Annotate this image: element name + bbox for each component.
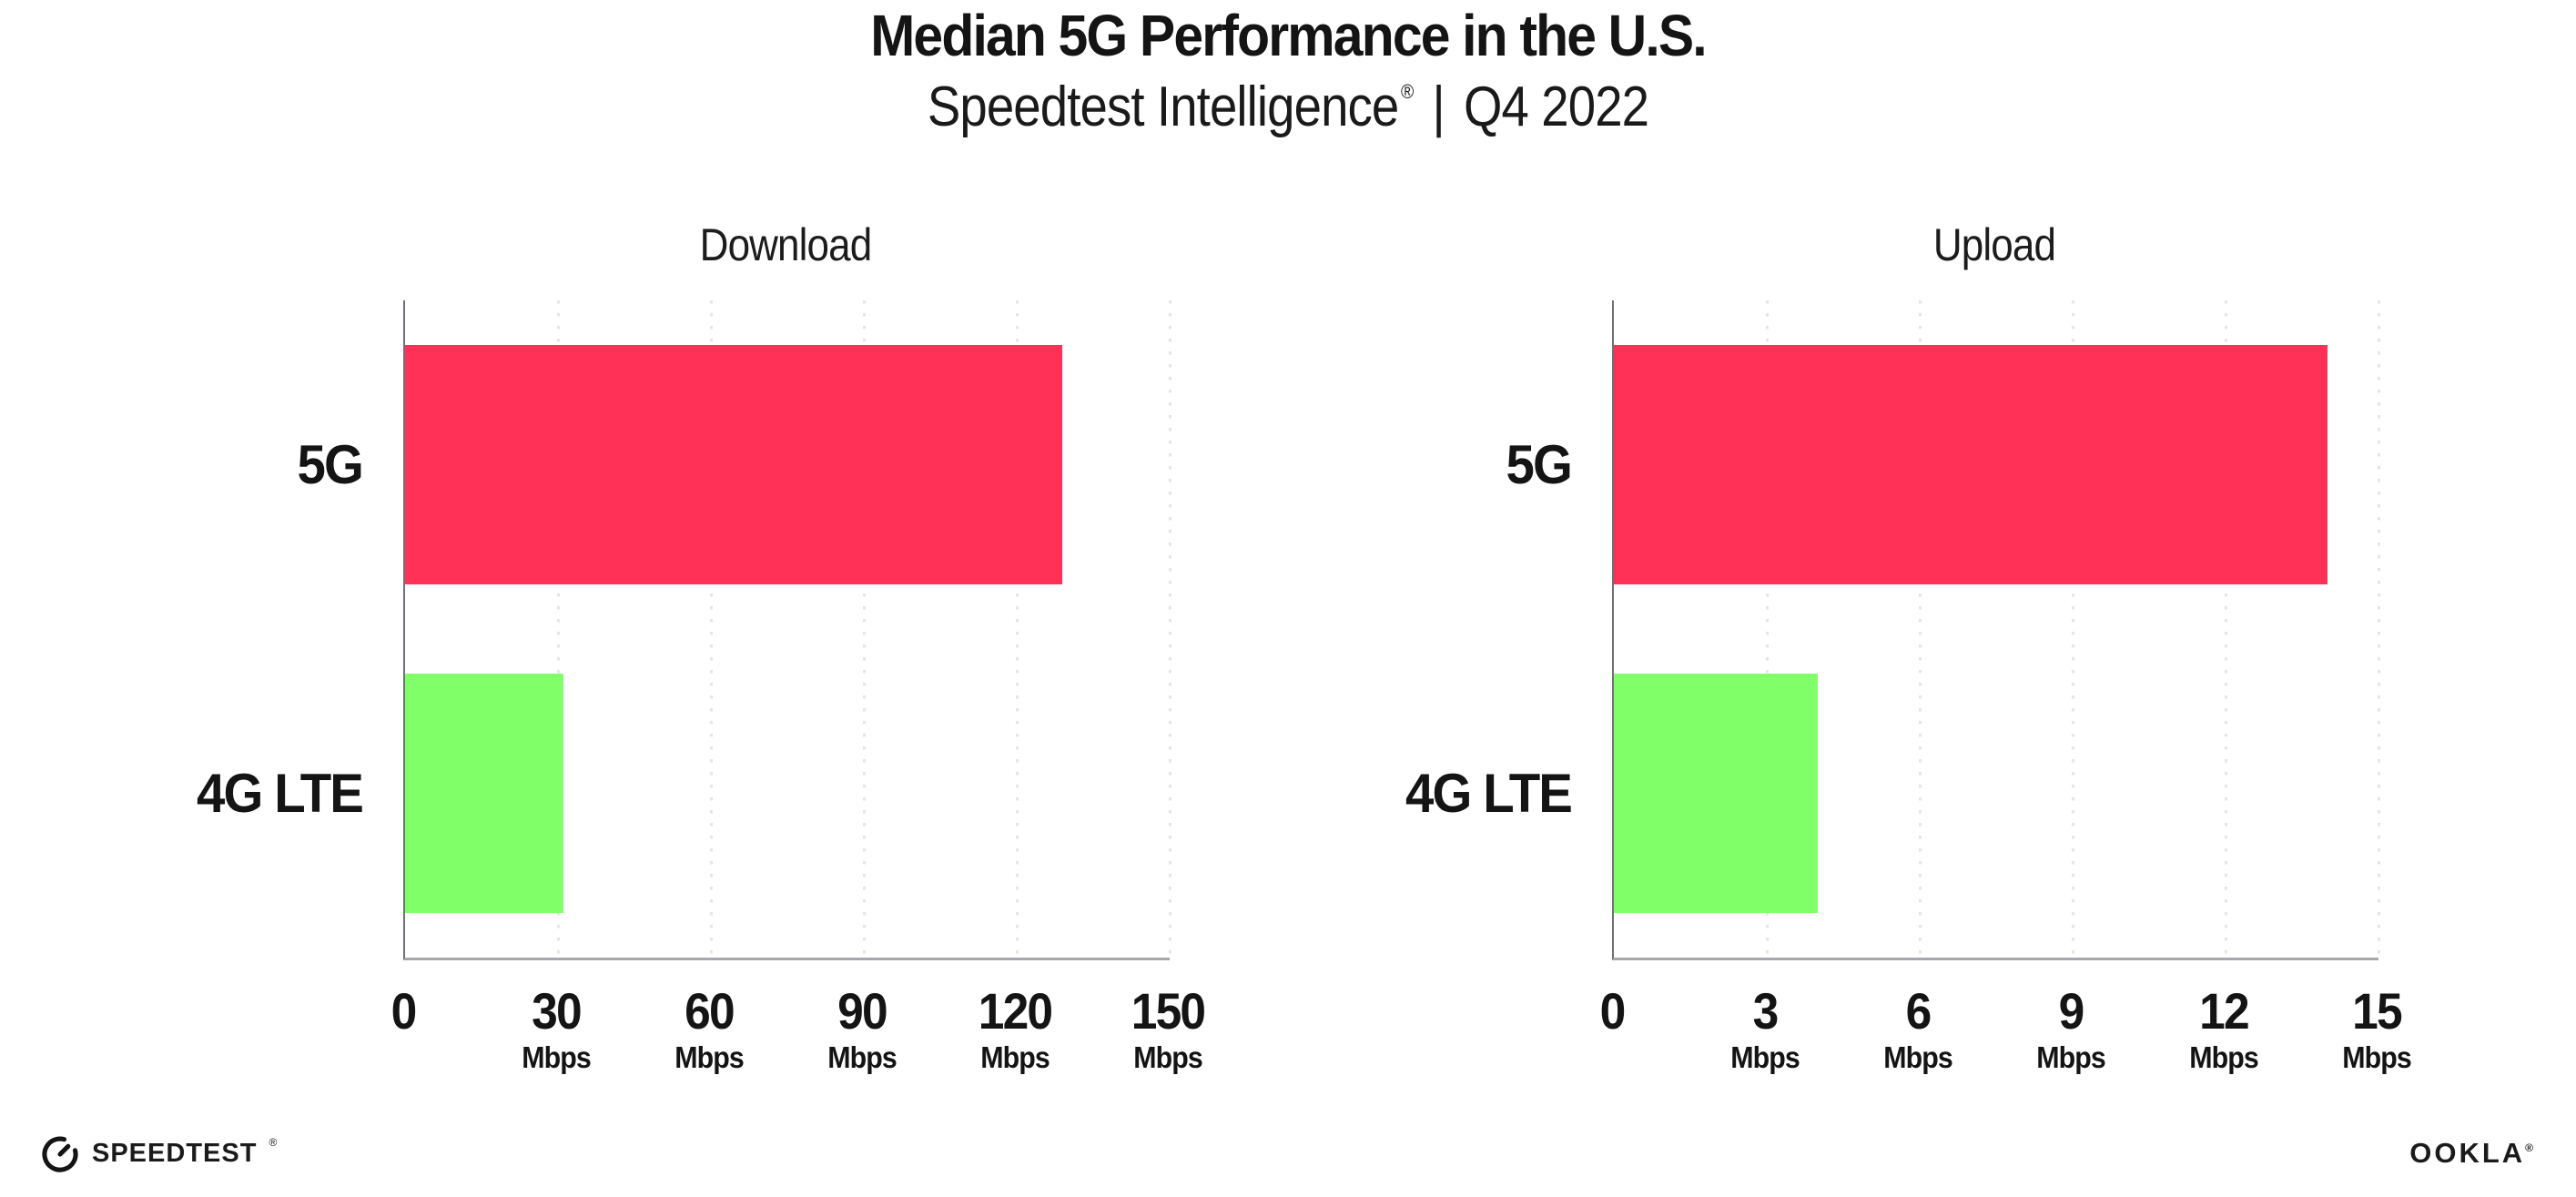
download-chart-title: Download [699, 219, 873, 270]
tick-value: 60 [685, 982, 735, 1040]
upload-xtick-9: 9 Mbps [2036, 982, 2106, 1075]
upload-bar-4g-lte [1614, 673, 1819, 914]
speedtest-gauge-icon [42, 1136, 78, 1172]
download-gridline-90-mbps [862, 300, 866, 958]
download-xtick-150: 150 Mbps [1131, 982, 1206, 1075]
registered-trademark-icon: ® [1401, 80, 1414, 103]
tick-value: 15 [2352, 982, 2402, 1040]
tick-unit: Mbps [1883, 1040, 1953, 1074]
download-gridline-150-mbps [1168, 300, 1171, 958]
ookla-wordmark: OOKLA [2409, 1137, 2526, 1169]
upload-gridline-6-mbps [1918, 300, 1922, 958]
tick-unit: Mbps [827, 1040, 898, 1074]
upload-gridline-12-mbps [2224, 300, 2227, 958]
upload-xtick-0: 0 [1599, 982, 1627, 1040]
download-xtick-60: 60 Mbps [674, 982, 745, 1075]
upload-gridline-3-mbps [1765, 300, 1769, 958]
upload-category-label-4g-lte: 4G LTE [1405, 763, 1573, 824]
ookla-logo: OOKLA® [2409, 1137, 2536, 1170]
upload-category-label-5g: 5G [1506, 434, 1573, 495]
upload-band-5g [1614, 300, 2378, 629]
speedtest-registered-mark-icon: ® [269, 1136, 278, 1149]
tick-unit: Mbps [2189, 1040, 2259, 1074]
download-plot-area [403, 300, 1171, 960]
upload-x-axis: 0 3 Mbps 6 Mbps 9 Mbps 12 Mbps 15 Mbps [1600, 982, 2412, 1121]
tick-unit: Mbps [980, 1040, 1050, 1074]
upload-band-4g-lte [1614, 629, 2378, 958]
speedtest-wordmark: SPEEDTEST [92, 1138, 258, 1168]
tick-unit: Mbps [522, 1040, 592, 1074]
tick-value: 120 [978, 982, 1053, 1040]
upload-chart-title: Upload [1932, 219, 2056, 270]
upload-xtick-6: 6 Mbps [1883, 982, 1953, 1075]
tick-unit: Mbps [1133, 1040, 1203, 1074]
tick-unit: Mbps [2036, 1040, 2106, 1074]
tick-value: 3 [1752, 982, 1780, 1040]
upload-gridline-9-mbps [2071, 300, 2074, 958]
upload-xtick-15: 15 Mbps [2342, 982, 2412, 1075]
download-gridline-120-mbps [1015, 300, 1019, 958]
download-bar-4g-lte [405, 673, 563, 914]
upload-xtick-3: 3 Mbps [1730, 982, 1800, 1075]
tick-value: 30 [532, 982, 582, 1040]
download-gridline-60-mbps [709, 300, 713, 958]
page-subtitle: Speedtest Intelligence ® | Q4 2022 [155, 75, 2421, 139]
tick-unit: Mbps [674, 1040, 745, 1074]
upload-bar-5g [1614, 344, 2328, 585]
download-xtick-90: 90 Mbps [827, 982, 898, 1075]
download-category-label-5g: 5G [297, 434, 364, 495]
tick-value: 0 [1599, 982, 1627, 1040]
download-xtick-30: 30 Mbps [522, 982, 592, 1075]
tick-unit: Mbps [2342, 1040, 2412, 1074]
upload-chart: Upload 5G 4G LTE 0 3 Mbps 6 Mbps 9 Mbps 12 Mbps 15… [1345, 218, 2419, 1138]
tick-unit: Mbps [1730, 1040, 1800, 1074]
download-band-5g [405, 300, 1170, 629]
download-bar-5g [405, 344, 1063, 585]
tick-value: 90 [837, 982, 887, 1040]
tick-value: 12 [2199, 982, 2249, 1040]
tick-value: 6 [1905, 982, 1932, 1040]
upload-plot-area [1612, 300, 2380, 960]
download-chart: Download 5G 4G LTE 0 30 Mbps 60 Mbps 90 Mbps 120… [137, 218, 1211, 1138]
upload-xtick-12: 12 Mbps [2189, 982, 2259, 1075]
ookla-registered-mark-icon: ® [2525, 1141, 2536, 1154]
tick-value: 0 [390, 982, 418, 1040]
speedtest-logo: SPEEDTEST ® [40, 1133, 277, 1173]
page-title: Median 5G Performance in the U.S. [870, 3, 1707, 68]
download-x-axis: 0 30 Mbps 60 Mbps 90 Mbps 120 Mbps 150 Mbps [391, 982, 1206, 1121]
upload-category-labels: 5G 4G LTE [1345, 300, 1573, 958]
download-category-label-4g-lte: 4G LTE [197, 763, 364, 824]
upload-gridline-15-mbps [2377, 300, 2380, 958]
tick-value: 150 [1131, 982, 1206, 1040]
download-xtick-120: 120 Mbps [978, 982, 1053, 1075]
subtitle-separator: | [1432, 76, 1445, 138]
subtitle-brand: Speedtest Intelligence [927, 76, 1399, 138]
download-band-4g-lte [405, 629, 1170, 958]
subtitle-period: Q4 2022 [1463, 76, 1649, 138]
download-xtick-0: 0 [390, 982, 418, 1040]
tick-value: 9 [2058, 982, 2085, 1040]
download-category-labels: 5G 4G LTE [137, 300, 364, 958]
download-gridline-30-mbps [556, 300, 560, 958]
